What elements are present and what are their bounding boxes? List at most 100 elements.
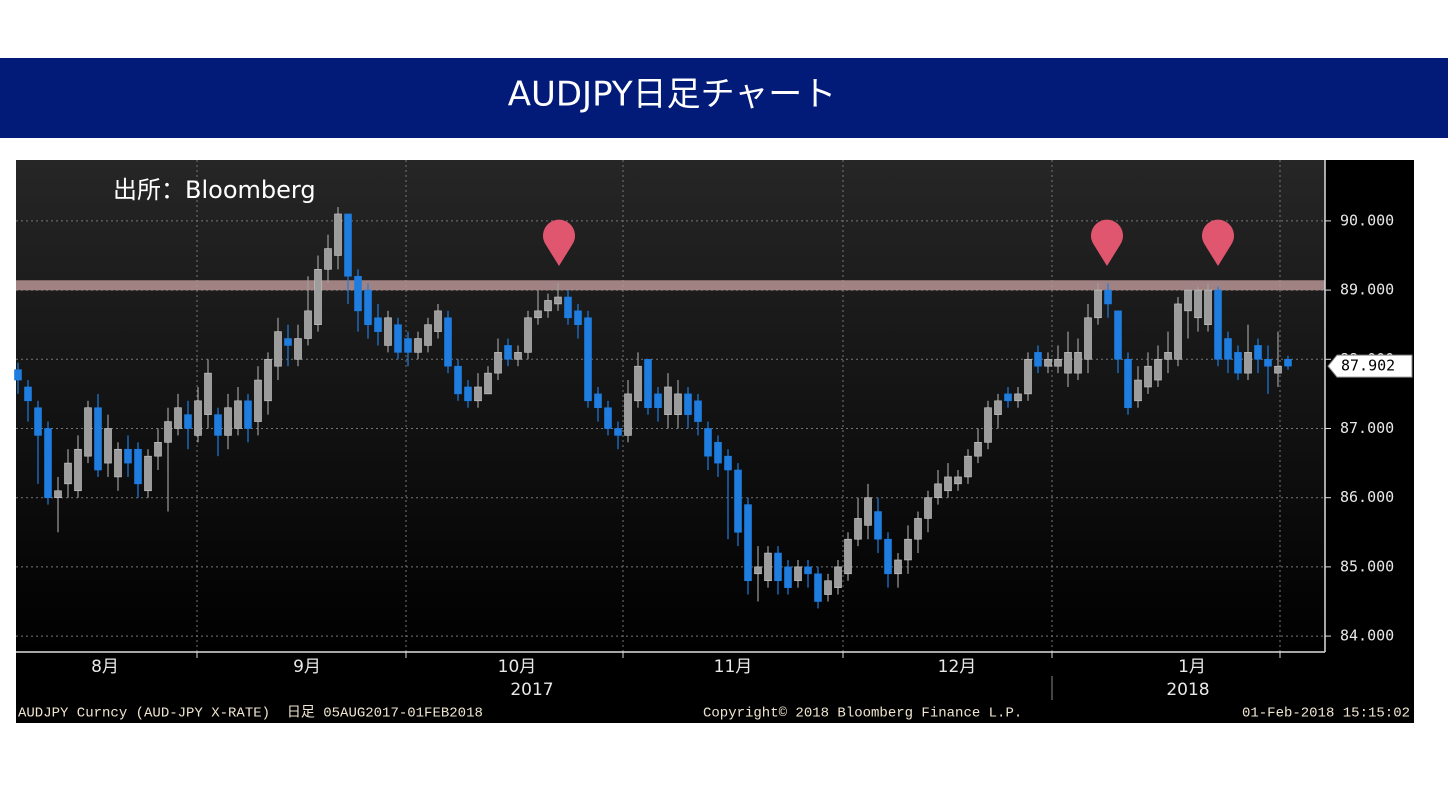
y-tick-label: 85.000 bbox=[1340, 557, 1394, 575]
candle-body bbox=[844, 538, 852, 575]
candle-body bbox=[824, 580, 832, 595]
peak-marker bbox=[1202, 219, 1234, 266]
candle-body bbox=[444, 317, 452, 367]
candle-body bbox=[1264, 358, 1272, 367]
candle-body bbox=[874, 511, 882, 540]
last-price-label: 87.902 bbox=[1341, 357, 1395, 375]
candle-body bbox=[1054, 358, 1062, 367]
candle-body bbox=[894, 559, 902, 575]
candle-body bbox=[1114, 310, 1122, 360]
source-label: 出所：Bloomberg bbox=[113, 176, 316, 204]
candle-body bbox=[94, 407, 102, 471]
candle-body bbox=[1224, 338, 1232, 360]
y-tick-label: 84.000 bbox=[1340, 627, 1394, 645]
candle-body bbox=[654, 393, 662, 409]
candle-body bbox=[1254, 345, 1262, 360]
candle-body bbox=[944, 476, 952, 492]
candle-body bbox=[1174, 303, 1182, 360]
candle-body bbox=[834, 566, 842, 588]
candle-body bbox=[1014, 393, 1022, 402]
candle-body bbox=[184, 414, 192, 429]
candle-body bbox=[474, 386, 482, 402]
candle-body bbox=[74, 448, 82, 492]
month-label: 12月 bbox=[938, 657, 977, 677]
candle-body bbox=[14, 369, 22, 381]
candle-body bbox=[194, 400, 202, 436]
candle-body bbox=[634, 365, 642, 402]
candle-body bbox=[454, 365, 462, 395]
candle-body bbox=[154, 442, 162, 457]
candle-body bbox=[504, 345, 512, 360]
candle-body bbox=[364, 289, 372, 325]
candle-body bbox=[254, 379, 262, 422]
candle-body bbox=[104, 428, 112, 464]
candle-body bbox=[684, 393, 692, 415]
candle-body bbox=[564, 296, 572, 319]
candle-body bbox=[224, 407, 232, 436]
candle-body bbox=[1274, 365, 1282, 374]
candle-body bbox=[324, 248, 332, 270]
candle-body bbox=[284, 338, 292, 346]
candle-body bbox=[854, 518, 862, 540]
candle-body bbox=[524, 317, 532, 353]
candle-body bbox=[664, 386, 672, 415]
footer-left: AUDJPY Curncy (AUD-JPY X-RATE) 日足 05AUG2… bbox=[18, 706, 483, 722]
candle-body bbox=[644, 358, 652, 409]
candle-body bbox=[274, 331, 282, 367]
candle-body bbox=[724, 455, 732, 471]
year-label: 2018 bbox=[1166, 680, 1209, 700]
candle-body bbox=[374, 317, 382, 332]
y-tick-label: 87.000 bbox=[1340, 419, 1394, 437]
candle-body bbox=[904, 538, 912, 561]
candle-body bbox=[764, 552, 772, 582]
candle-body bbox=[784, 566, 792, 588]
candle-body bbox=[234, 400, 242, 429]
candle-body bbox=[494, 352, 502, 374]
candle-body bbox=[1214, 289, 1222, 360]
candle-body bbox=[734, 469, 742, 533]
candle-body bbox=[814, 573, 822, 602]
month-label: 1月 bbox=[1178, 657, 1206, 677]
candle-body bbox=[694, 400, 702, 422]
candle-body bbox=[1004, 393, 1012, 402]
candle-body bbox=[334, 213, 342, 256]
candle-body bbox=[864, 497, 872, 526]
candle-body bbox=[674, 393, 682, 415]
candle-body bbox=[794, 566, 802, 582]
candle-body bbox=[1194, 289, 1202, 319]
candle-body bbox=[114, 448, 122, 478]
candle-body bbox=[1154, 358, 1162, 381]
copyright: Copyright© 2018 Bloomberg Finance L.P. bbox=[703, 706, 1022, 722]
candle-body bbox=[64, 462, 72, 485]
candle-body bbox=[514, 352, 522, 360]
candle-body bbox=[414, 338, 422, 353]
candle-body bbox=[754, 566, 762, 575]
candle-body bbox=[744, 504, 752, 582]
candle-body bbox=[594, 393, 602, 409]
candle-body bbox=[984, 407, 992, 443]
candle-body bbox=[484, 372, 492, 395]
candle-body bbox=[1234, 352, 1242, 374]
candle-body bbox=[954, 476, 962, 485]
candle-body bbox=[1094, 289, 1102, 319]
candle-body bbox=[1064, 352, 1072, 374]
candle-body bbox=[34, 407, 42, 436]
candles bbox=[14, 207, 1292, 609]
candle-body bbox=[174, 407, 182, 429]
candle-body bbox=[534, 310, 542, 319]
candle-body bbox=[974, 442, 982, 457]
candle-body bbox=[24, 386, 32, 402]
candle-body bbox=[1164, 352, 1172, 360]
peak-markers bbox=[543, 219, 1234, 266]
candle-body bbox=[544, 300, 552, 312]
candle-body bbox=[1184, 289, 1192, 312]
month-label: 9月 bbox=[293, 657, 321, 677]
candle-body bbox=[84, 407, 92, 457]
candle-body bbox=[354, 275, 362, 312]
candle-body bbox=[164, 421, 172, 443]
y-tick-label: 89.000 bbox=[1340, 281, 1394, 299]
candle-body bbox=[314, 269, 322, 325]
candle-body bbox=[614, 428, 622, 436]
candle-body bbox=[914, 518, 922, 540]
candle-body bbox=[574, 310, 582, 325]
